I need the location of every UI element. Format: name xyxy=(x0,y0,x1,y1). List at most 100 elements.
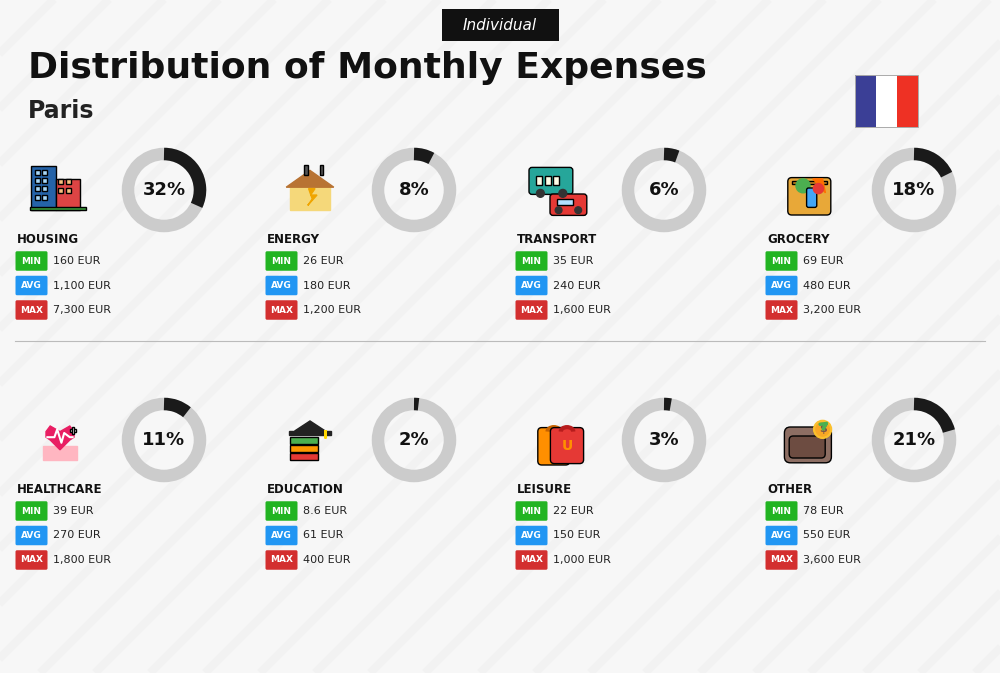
FancyBboxPatch shape xyxy=(897,75,918,127)
Text: 3,600 EUR: 3,600 EUR xyxy=(803,555,861,565)
FancyBboxPatch shape xyxy=(766,551,798,570)
FancyBboxPatch shape xyxy=(789,436,825,458)
Text: AVG: AVG xyxy=(521,531,542,540)
Text: 21%: 21% xyxy=(892,431,936,449)
Text: MIN: MIN xyxy=(772,507,792,516)
Text: 22 EUR: 22 EUR xyxy=(553,506,594,516)
FancyBboxPatch shape xyxy=(290,437,318,444)
FancyBboxPatch shape xyxy=(766,501,798,521)
FancyBboxPatch shape xyxy=(516,501,548,521)
FancyBboxPatch shape xyxy=(538,427,570,465)
Text: 35 EUR: 35 EUR xyxy=(553,256,593,266)
FancyBboxPatch shape xyxy=(766,251,798,271)
FancyBboxPatch shape xyxy=(442,9,558,41)
Text: 11%: 11% xyxy=(142,431,186,449)
Text: 270 EUR: 270 EUR xyxy=(53,530,101,540)
FancyBboxPatch shape xyxy=(557,199,573,205)
Text: ENERGY: ENERGY xyxy=(267,233,320,246)
FancyBboxPatch shape xyxy=(42,194,47,200)
Polygon shape xyxy=(813,179,825,192)
Text: MIN: MIN xyxy=(272,507,292,516)
FancyBboxPatch shape xyxy=(66,180,71,184)
Text: HOUSING: HOUSING xyxy=(17,233,79,246)
FancyBboxPatch shape xyxy=(516,300,548,320)
Circle shape xyxy=(536,189,544,197)
FancyBboxPatch shape xyxy=(304,165,308,174)
Text: 6%: 6% xyxy=(649,181,679,199)
Circle shape xyxy=(814,421,832,438)
Text: MAX: MAX xyxy=(520,555,543,565)
Text: MIN: MIN xyxy=(522,256,542,266)
Text: 69 EUR: 69 EUR xyxy=(803,256,844,266)
FancyBboxPatch shape xyxy=(30,207,86,210)
Text: 550 EUR: 550 EUR xyxy=(803,530,850,540)
Text: 8%: 8% xyxy=(399,181,429,199)
Text: EDUCATION: EDUCATION xyxy=(267,483,344,496)
Text: TRANSPORT: TRANSPORT xyxy=(517,233,597,246)
Text: U: U xyxy=(561,439,573,453)
FancyBboxPatch shape xyxy=(553,176,559,185)
Text: 240 EUR: 240 EUR xyxy=(553,281,601,291)
Text: 61 EUR: 61 EUR xyxy=(303,530,343,540)
FancyBboxPatch shape xyxy=(31,166,56,209)
FancyBboxPatch shape xyxy=(266,251,297,271)
Text: Individual: Individual xyxy=(463,17,537,32)
FancyBboxPatch shape xyxy=(855,75,876,127)
FancyBboxPatch shape xyxy=(266,551,297,570)
Circle shape xyxy=(555,207,562,213)
Polygon shape xyxy=(295,421,325,431)
Text: 400 EUR: 400 EUR xyxy=(303,555,351,565)
FancyBboxPatch shape xyxy=(792,181,827,184)
FancyBboxPatch shape xyxy=(807,188,817,207)
Text: 180 EUR: 180 EUR xyxy=(303,281,351,291)
FancyBboxPatch shape xyxy=(72,427,74,433)
FancyBboxPatch shape xyxy=(766,276,798,295)
FancyBboxPatch shape xyxy=(266,526,297,545)
Text: 1,000 EUR: 1,000 EUR xyxy=(553,555,611,565)
FancyBboxPatch shape xyxy=(42,170,47,174)
FancyBboxPatch shape xyxy=(66,188,71,192)
FancyBboxPatch shape xyxy=(15,276,47,295)
Text: HEALTHCARE: HEALTHCARE xyxy=(17,483,103,496)
Text: LEISURE: LEISURE xyxy=(517,483,572,496)
Polygon shape xyxy=(308,188,317,205)
FancyBboxPatch shape xyxy=(266,276,297,295)
FancyBboxPatch shape xyxy=(516,276,548,295)
FancyBboxPatch shape xyxy=(766,526,798,545)
Circle shape xyxy=(559,189,567,197)
FancyBboxPatch shape xyxy=(266,501,297,521)
FancyBboxPatch shape xyxy=(536,176,542,185)
Text: MAX: MAX xyxy=(20,555,43,565)
Text: 2%: 2% xyxy=(399,431,429,449)
Polygon shape xyxy=(46,426,74,450)
Circle shape xyxy=(575,207,582,213)
Text: MIN: MIN xyxy=(772,256,792,266)
Text: AVG: AVG xyxy=(771,531,792,540)
FancyBboxPatch shape xyxy=(15,551,47,570)
Text: 32%: 32% xyxy=(142,181,186,199)
Circle shape xyxy=(796,179,810,192)
FancyBboxPatch shape xyxy=(15,501,47,521)
FancyBboxPatch shape xyxy=(266,300,297,320)
Circle shape xyxy=(813,184,823,194)
FancyBboxPatch shape xyxy=(766,300,798,320)
FancyBboxPatch shape xyxy=(70,429,76,431)
Text: 160 EUR: 160 EUR xyxy=(53,256,100,266)
FancyBboxPatch shape xyxy=(788,178,831,215)
Text: MIN: MIN xyxy=(21,256,41,266)
FancyBboxPatch shape xyxy=(290,453,318,460)
Text: 8.6 EUR: 8.6 EUR xyxy=(303,506,347,516)
Text: AVG: AVG xyxy=(271,531,292,540)
Text: 26 EUR: 26 EUR xyxy=(303,256,344,266)
FancyBboxPatch shape xyxy=(15,300,47,320)
Polygon shape xyxy=(286,170,334,187)
FancyBboxPatch shape xyxy=(516,526,548,545)
Text: Paris: Paris xyxy=(28,99,94,123)
FancyBboxPatch shape xyxy=(529,168,573,194)
Text: Distribution of Monthly Expenses: Distribution of Monthly Expenses xyxy=(28,51,707,85)
Text: AVG: AVG xyxy=(271,281,292,290)
Text: 18%: 18% xyxy=(892,181,936,199)
FancyBboxPatch shape xyxy=(15,251,47,271)
Text: AVG: AVG xyxy=(521,281,542,290)
FancyBboxPatch shape xyxy=(35,186,40,191)
